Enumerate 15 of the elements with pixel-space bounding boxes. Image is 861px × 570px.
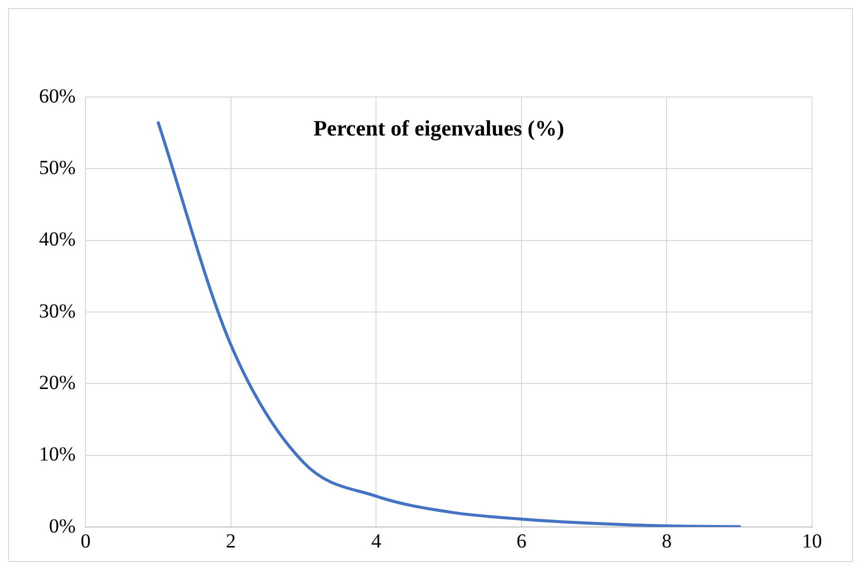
- x-tick-label: 8: [662, 530, 672, 552]
- x-tick-label: 6: [516, 530, 526, 552]
- y-tick-label: 30%: [38, 300, 76, 322]
- x-tick-label: 0: [80, 530, 91, 552]
- y-tick-label: 50%: [38, 156, 76, 179]
- y-tick-label: 10%: [38, 444, 76, 466]
- y-tick-label: 0%: [48, 515, 76, 538]
- x-tick-label: 4: [371, 530, 382, 552]
- line-series: [156, 121, 741, 527]
- x-tick-label: 2: [226, 530, 236, 552]
- text: Percent of eigenvalues (%): [313, 116, 564, 141]
- y-tick-label: 60%: [38, 85, 76, 108]
- y-tick-label: 20%: [38, 372, 76, 394]
- y-tick-label: 40%: [38, 228, 76, 251]
- x-tick-label: 10: [802, 530, 822, 552]
